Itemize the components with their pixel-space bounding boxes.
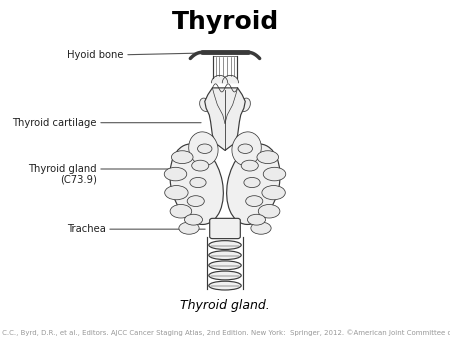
Polygon shape <box>212 75 228 83</box>
Ellipse shape <box>189 132 218 166</box>
Ellipse shape <box>187 196 204 207</box>
Ellipse shape <box>246 196 263 207</box>
Text: (C73.9): (C73.9) <box>60 174 97 184</box>
Ellipse shape <box>170 204 192 218</box>
Ellipse shape <box>209 281 241 290</box>
Ellipse shape <box>238 144 252 153</box>
Ellipse shape <box>165 186 188 200</box>
Ellipse shape <box>198 144 212 153</box>
Ellipse shape <box>262 186 285 200</box>
Ellipse shape <box>244 177 260 188</box>
Ellipse shape <box>232 132 261 166</box>
Text: Compton, C.C., Byrd, D.R., et al., Editors. AJCC Cancer Staging Atlas, 2nd Editi: Compton, C.C., Byrd, D.R., et al., Edito… <box>0 330 450 336</box>
Text: Hyoid bone: Hyoid bone <box>67 50 124 60</box>
Ellipse shape <box>263 167 286 181</box>
Ellipse shape <box>251 222 271 234</box>
Ellipse shape <box>257 151 279 164</box>
Ellipse shape <box>190 177 206 188</box>
Ellipse shape <box>179 222 199 234</box>
Ellipse shape <box>209 261 241 270</box>
Ellipse shape <box>209 251 241 260</box>
Text: Trachea: Trachea <box>67 224 106 234</box>
Ellipse shape <box>258 204 280 218</box>
Ellipse shape <box>209 271 241 280</box>
Ellipse shape <box>248 214 266 225</box>
Ellipse shape <box>192 160 209 171</box>
Ellipse shape <box>164 167 187 181</box>
Text: Thyroid gland: Thyroid gland <box>28 164 97 174</box>
Ellipse shape <box>241 160 258 171</box>
FancyBboxPatch shape <box>210 218 240 239</box>
Ellipse shape <box>171 151 193 164</box>
Ellipse shape <box>170 144 223 224</box>
Ellipse shape <box>240 98 250 112</box>
Ellipse shape <box>184 214 202 225</box>
Text: Thyroid cartilage: Thyroid cartilage <box>12 118 97 128</box>
Polygon shape <box>205 88 245 150</box>
Ellipse shape <box>209 241 241 249</box>
Polygon shape <box>222 75 239 83</box>
Text: Thyroid gland.: Thyroid gland. <box>180 299 270 312</box>
Ellipse shape <box>227 144 280 224</box>
Ellipse shape <box>200 98 210 112</box>
Text: Thyroid: Thyroid <box>171 10 279 34</box>
